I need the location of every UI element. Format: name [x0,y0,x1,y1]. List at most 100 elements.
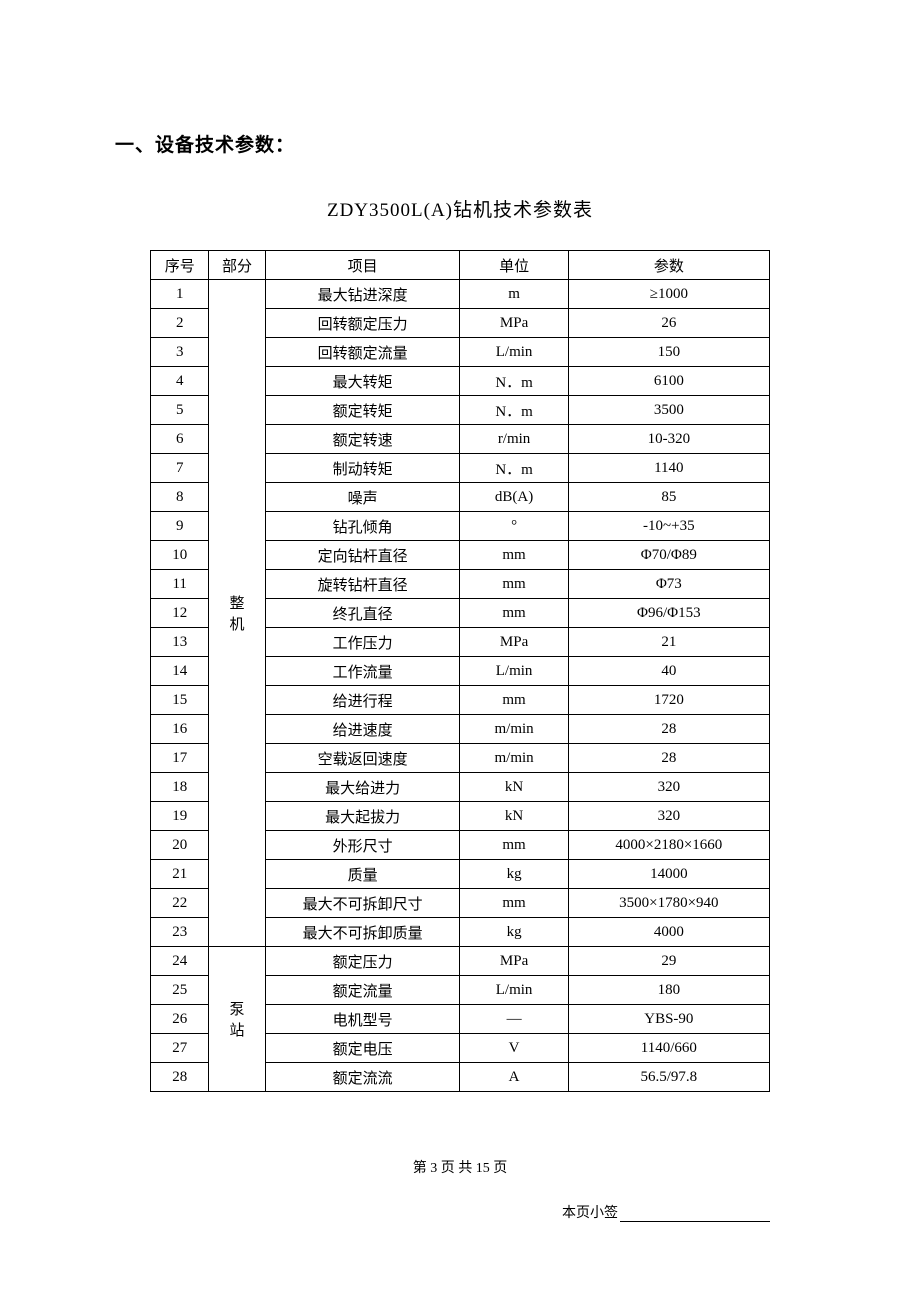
cell-seq: 15 [151,686,209,715]
cell-seq: 27 [151,1034,209,1063]
header-seq: 序号 [151,251,209,280]
cell-param: Φ96/Φ153 [568,599,769,628]
cell-item: 回转额定流量 [265,338,460,367]
cell-item: 旋转钻杆直径 [265,570,460,599]
cell-seq: 21 [151,860,209,889]
cell-item: 质量 [265,860,460,889]
cell-param: YBS-90 [568,1005,769,1034]
cell-item: 最大钻进深度 [265,280,460,309]
cell-item: 外形尺寸 [265,831,460,860]
page-footer: 第 3 页 共 15 页 [0,1157,920,1177]
cell-param: -10~+35 [568,512,769,541]
cell-unit: mm [460,831,568,860]
cell-param: 3500×1780×940 [568,889,769,918]
cell-seq: 17 [151,744,209,773]
cell-seq: 24 [151,947,209,976]
section-heading: 一、设备技术参数： [115,130,805,157]
cell-seq: 1 [151,280,209,309]
cell-seq: 19 [151,802,209,831]
header-param: 参数 [568,251,769,280]
cell-item: 工作流量 [265,657,460,686]
cell-param: 28 [568,744,769,773]
cell-param: 14000 [568,860,769,889]
cell-unit: m/min [460,715,568,744]
cell-item: 空载返回速度 [265,744,460,773]
cell-seq: 11 [151,570,209,599]
cell-param: 56.5/97.8 [568,1063,769,1092]
cell-item: 最大给进力 [265,773,460,802]
cell-seq: 5 [151,396,209,425]
cell-item: 给进行程 [265,686,460,715]
cell-seq: 4 [151,367,209,396]
table-row: 1整机最大钻进深度m≥1000 [151,280,770,309]
cell-param: 1140 [568,454,769,483]
cell-param: 21 [568,628,769,657]
header-section: 部分 [209,251,265,280]
cell-param: 40 [568,657,769,686]
cell-seq: 22 [151,889,209,918]
cell-unit: N．m [460,367,568,396]
cell-unit: dB(A) [460,483,568,512]
cell-unit: MPa [460,628,568,657]
table-header-row: 序号 部分 项目 单位 参数 [151,251,770,280]
cell-seq: 13 [151,628,209,657]
cell-item: 噪声 [265,483,460,512]
cell-param: ≥1000 [568,280,769,309]
cell-param: 29 [568,947,769,976]
cell-param: Φ70/Φ89 [568,541,769,570]
cell-param: 180 [568,976,769,1005]
cell-item: 额定转矩 [265,396,460,425]
page-number-label: 第 3 页 共 15 页 [413,1161,508,1176]
cell-seq: 16 [151,715,209,744]
cell-unit: kg [460,918,568,947]
cell-param: 28 [568,715,769,744]
cell-item: 最大起拔力 [265,802,460,831]
cell-item: 终孔直径 [265,599,460,628]
table-row: 24泵站额定压力MPa29 [151,947,770,976]
spec-table: 序号 部分 项目 单位 参数 1整机最大钻进深度m≥10002回转额定压力MPa… [150,250,770,1092]
cell-item: 电机型号 [265,1005,460,1034]
cell-unit: r/min [460,425,568,454]
cell-seq: 26 [151,1005,209,1034]
cell-seq: 10 [151,541,209,570]
cell-item: 最大不可拆卸尺寸 [265,889,460,918]
cell-seq: 18 [151,773,209,802]
cell-unit: V [460,1034,568,1063]
cell-unit: mm [460,570,568,599]
cell-seq: 25 [151,976,209,1005]
cell-param: 150 [568,338,769,367]
cell-seq: 6 [151,425,209,454]
cell-param: 3500 [568,396,769,425]
cell-seq: 23 [151,918,209,947]
cell-unit: kN [460,773,568,802]
cell-section: 整机 [209,280,265,947]
cell-param: 4000×2180×1660 [568,831,769,860]
cell-item: 最大转矩 [265,367,460,396]
cell-unit: m [460,280,568,309]
page-content: 一、设备技术参数： ZDY3500L(A)钻机技术参数表 序号 部分 项目 单位… [0,0,920,1092]
header-item: 项目 [265,251,460,280]
signature-line [620,1221,770,1222]
cell-seq: 7 [151,454,209,483]
cell-unit: mm [460,599,568,628]
cell-item: 最大不可拆卸质量 [265,918,460,947]
cell-section: 泵站 [209,947,265,1092]
cell-item: 额定转速 [265,425,460,454]
cell-unit: mm [460,686,568,715]
cell-param: 85 [568,483,769,512]
cell-unit: A [460,1063,568,1092]
cell-item: 工作压力 [265,628,460,657]
cell-param: 1140/660 [568,1034,769,1063]
cell-unit: mm [460,541,568,570]
cell-item: 制动转矩 [265,454,460,483]
cell-seq: 2 [151,309,209,338]
cell-item: 定向钻杆直径 [265,541,460,570]
cell-param: 26 [568,309,769,338]
cell-unit: MPa [460,309,568,338]
cell-unit: L/min [460,657,568,686]
cell-param: 4000 [568,918,769,947]
cell-item: 额定压力 [265,947,460,976]
cell-item: 额定电压 [265,1034,460,1063]
cell-unit: L/min [460,338,568,367]
cell-param: Φ73 [568,570,769,599]
